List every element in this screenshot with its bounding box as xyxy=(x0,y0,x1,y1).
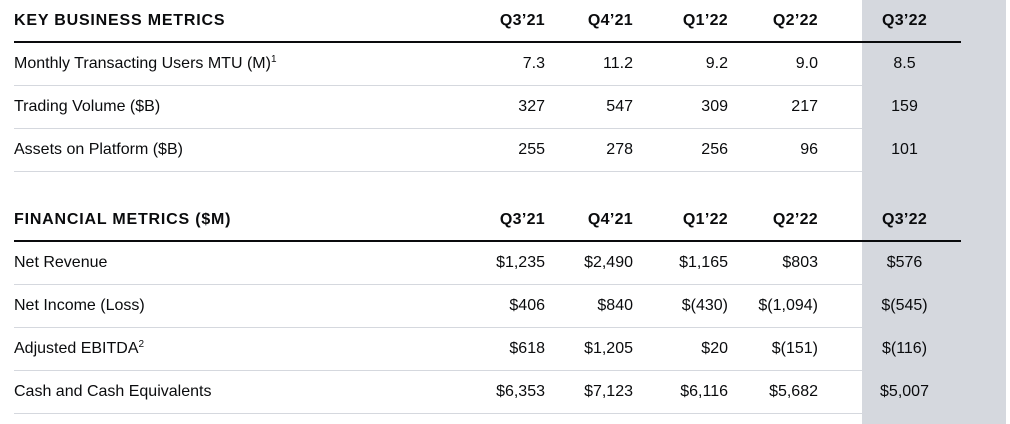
table-row: Assets on Platform ($B) 255 278 256 96 1… xyxy=(14,128,961,172)
cell-value: $1,205 xyxy=(545,327,633,371)
cell-value: 547 xyxy=(545,85,633,129)
cell-value: 309 xyxy=(633,85,728,129)
table-header-row: FINANCIAL METRICS ($M) Q3’21 Q4’21 Q1’22… xyxy=(14,199,961,242)
cell-value: $(151) xyxy=(728,327,818,371)
column-header-current: Q3’22 xyxy=(818,0,961,43)
cell-value: 96 xyxy=(728,128,818,172)
table-row: Cash and Cash Equivalents $6,353 $7,123 … xyxy=(14,370,961,414)
column-header: Q2’22 xyxy=(728,199,818,242)
cell-value-text: 159 xyxy=(891,98,918,115)
cell-value: 256 xyxy=(633,128,728,172)
row-label: Net Revenue xyxy=(14,241,452,285)
column-header: Q1’22 xyxy=(633,199,728,242)
cell-value: $7,123 xyxy=(545,370,633,414)
cell-value-current: 8.5 xyxy=(818,42,961,86)
cell-value: $618 xyxy=(452,327,545,371)
table-header-row: KEY BUSINESS METRICS Q3’21 Q4’21 Q1’22 Q… xyxy=(14,0,961,43)
cell-value-text: $(545) xyxy=(881,297,928,314)
column-header: Q4’21 xyxy=(545,199,633,242)
table-row: Adjusted EBITDA2 $618 $1,205 $20 $(151) … xyxy=(14,327,961,371)
cell-value: $5,682 xyxy=(728,370,818,414)
key-business-metrics-table: KEY BUSINESS METRICS Q3’21 Q4’21 Q1’22 Q… xyxy=(14,0,961,172)
column-header: Q1’22 xyxy=(633,0,728,43)
cell-value: 327 xyxy=(452,85,545,129)
cell-value: $20 xyxy=(633,327,728,371)
cell-value: 278 xyxy=(545,128,633,172)
cell-value-current: 159 xyxy=(818,85,961,129)
table-row: Net Revenue $1,235 $2,490 $1,165 $803 $5… xyxy=(14,241,961,285)
cell-value-text: $576 xyxy=(886,254,923,271)
row-label-text: Adjusted EBITDA xyxy=(14,340,139,357)
cell-value: $6,116 xyxy=(633,370,728,414)
column-header: Q3’21 xyxy=(452,199,545,242)
cell-value: 255 xyxy=(452,128,545,172)
cell-value: 217 xyxy=(728,85,818,129)
row-label-text: Monthly Transacting Users MTU (M) xyxy=(14,55,271,72)
cell-value: $6,353 xyxy=(452,370,545,414)
cell-value: $406 xyxy=(452,284,545,328)
table-row: Net Income (Loss) $406 $840 $(430) $(1,0… xyxy=(14,284,961,328)
cell-value-current: $(545) xyxy=(818,284,961,328)
cell-value-text: 101 xyxy=(891,141,918,158)
financial-metrics-table: FINANCIAL METRICS ($M) Q3’21 Q4’21 Q1’22… xyxy=(14,199,961,414)
cell-value: $(430) xyxy=(633,284,728,328)
cell-value-text: $5,007 xyxy=(880,383,929,400)
cell-value-current: 101 xyxy=(818,128,961,172)
cell-value-text: $(116) xyxy=(881,340,928,357)
column-header-label: Q3’22 xyxy=(881,210,928,228)
row-label: Monthly Transacting Users MTU (M)1 xyxy=(14,42,452,86)
footnote-marker: 1 xyxy=(270,54,277,65)
column-header: Q2’22 xyxy=(728,0,818,43)
table-row: Monthly Transacting Users MTU (M)1 7.3 1… xyxy=(14,42,961,86)
column-header-label: Q3’22 xyxy=(881,11,928,29)
row-label: Net Income (Loss) xyxy=(14,284,452,328)
cell-value: 11.2 xyxy=(545,42,633,86)
cell-value: 9.2 xyxy=(633,42,728,86)
column-header-current: Q3’22 xyxy=(818,199,961,242)
cell-value: $803 xyxy=(728,241,818,285)
footnote-marker: 2 xyxy=(138,339,145,350)
cell-value: $1,165 xyxy=(633,241,728,285)
cell-value: 7.3 xyxy=(452,42,545,86)
cell-value-current: $5,007 xyxy=(818,370,961,414)
row-label: Cash and Cash Equivalents xyxy=(14,370,452,414)
cell-value: $2,490 xyxy=(545,241,633,285)
cell-value-current: $(116) xyxy=(818,327,961,371)
row-label: Adjusted EBITDA2 xyxy=(14,327,452,371)
column-header: Q3’21 xyxy=(452,0,545,43)
cell-value: $840 xyxy=(545,284,633,328)
row-label: Trading Volume ($B) xyxy=(14,85,452,129)
table-title: FINANCIAL METRICS ($M) xyxy=(14,199,452,242)
table-row: Trading Volume ($B) 327 547 309 217 159 xyxy=(14,85,961,129)
cell-value-current: $576 xyxy=(818,241,961,285)
cell-value: $(1,094) xyxy=(728,284,818,328)
row-label: Assets on Platform ($B) xyxy=(14,128,452,172)
column-header: Q4’21 xyxy=(545,0,633,43)
cell-value: $1,235 xyxy=(452,241,545,285)
table-title: KEY BUSINESS METRICS xyxy=(14,0,452,43)
cell-value: 9.0 xyxy=(728,42,818,86)
cell-value-text: 8.5 xyxy=(893,55,916,72)
